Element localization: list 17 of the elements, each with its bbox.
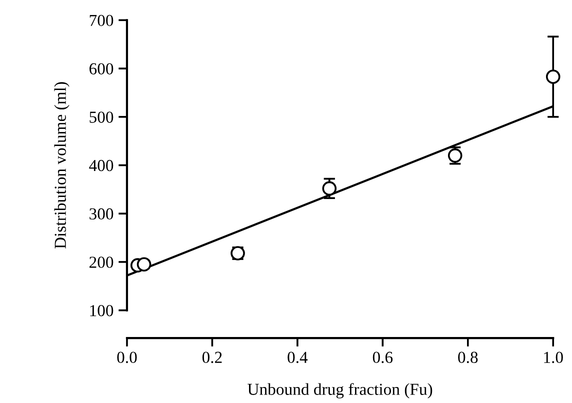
y-tick-label: 300 — [90, 208, 114, 220]
x-tick-label: 0.2 — [202, 352, 222, 364]
point — [322, 181, 337, 196]
x-tick-label: 0.8 — [458, 352, 478, 364]
y-tick-label: 100 — [90, 305, 114, 316]
x-axis-title: Unbound drug fraction (Fu) — [248, 383, 432, 398]
x-tick-label: 0.6 — [372, 352, 393, 364]
point — [546, 70, 560, 84]
y-axis-title: Distribution volume (ml) — [54, 82, 70, 249]
y-tick-label: 600 — [90, 63, 114, 74]
y-tick-label: 200 — [90, 256, 114, 268]
y-tick-label: 700 — [90, 14, 114, 26]
y-tick-label: 400 — [89, 160, 114, 172]
x-tick-label: 1.0 — [544, 352, 563, 364]
x-tick-label: 0.4 — [288, 352, 308, 364]
y-tick-label: 500 — [90, 112, 114, 123]
x-tick-label: 0.0 — [117, 352, 137, 364]
